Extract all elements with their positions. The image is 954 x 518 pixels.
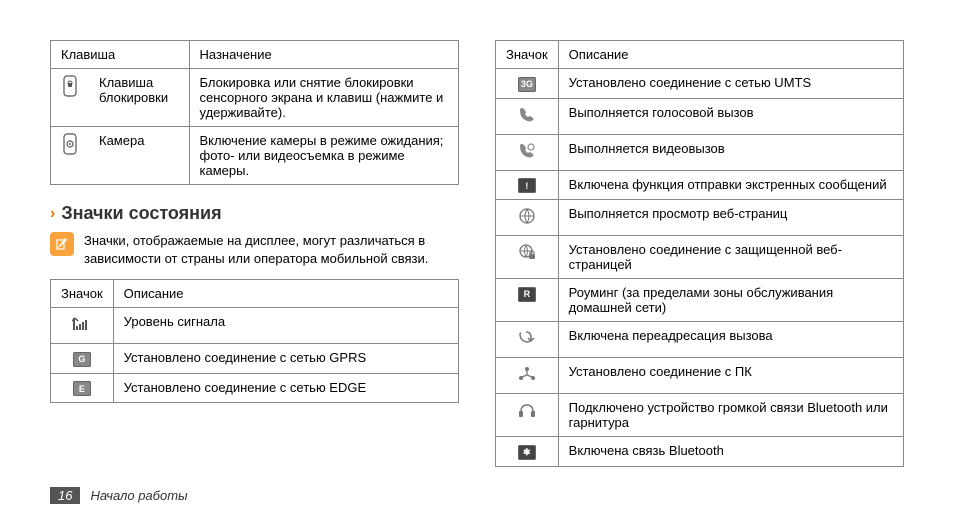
voice-call-icon: [517, 105, 537, 125]
icon-desc: Включена связь Bluetooth: [558, 437, 903, 467]
keys-header-purpose: Назначение: [189, 41, 459, 69]
icon-desc: Включена функция отправки экстренных соо…: [558, 170, 903, 200]
icon-desc: Установлено соединение с сетью GPRS: [113, 344, 458, 374]
icon-desc: Роуминг (за пределами зоны обслуживания …: [558, 279, 903, 322]
keys-table: Клавиша Назначение Клавиша блокировки Бл…: [50, 40, 459, 185]
page-number: 16: [50, 487, 80, 504]
table-row: Камера Включение камеры в режиме ожидани…: [51, 127, 459, 185]
note-text: Значки, отображаемые на дисплее, могут р…: [84, 232, 459, 267]
status-icons-table-right: Значок Описание 3G Установлено соединение…: [495, 40, 904, 467]
signal-icon: [72, 314, 92, 334]
edge-icon: E: [73, 381, 91, 396]
video-call-icon: [517, 141, 537, 161]
icon-desc: Выполняется голосовой вызов: [558, 98, 903, 134]
table-row: Включена переадресация вызова: [496, 322, 904, 358]
icons-header-icon: Значок: [496, 41, 559, 69]
bt-headset-icon: [517, 400, 537, 420]
icon-desc: Установлено соединение с сетью UMTS: [558, 69, 903, 99]
status-icons-table-left: Значок Описание Уровень сигнала G Устано…: [50, 279, 459, 403]
icon-desc: Подключено устройство громкой связи Blue…: [558, 394, 903, 437]
icon-desc: Включена переадресация вызова: [558, 322, 903, 358]
table-row: ! Включена функция отправки экстренных со…: [496, 170, 904, 200]
bluetooth-icon: ✱: [518, 445, 536, 460]
section-heading: › Значки состояния: [50, 203, 459, 224]
table-row: ✱ Включена связь Bluetooth: [496, 437, 904, 467]
footer-label: Начало работы: [90, 488, 187, 503]
table-row: Установлено соединение с ПК: [496, 358, 904, 394]
table-row: R Роуминг (за пределами зоны обслуживания…: [496, 279, 904, 322]
table-row: Выполняется голосовой вызов: [496, 98, 904, 134]
icons-header-desc: Описание: [113, 280, 458, 308]
icons-header-icon: Значок: [51, 280, 114, 308]
table-row: Установлено соединение с защищенной веб-…: [496, 236, 904, 279]
section-title-text: Значки состояния: [61, 203, 221, 224]
table-row: Выполняется просмотр веб-страниц: [496, 200, 904, 236]
table-row: E Установлено соединение с сетью EDGE: [51, 373, 459, 403]
camera-key-icon: [61, 133, 79, 155]
icon-desc: Установлено соединение с сетью EDGE: [113, 373, 458, 403]
key-name: Камера: [89, 127, 189, 185]
sos-icon: !: [518, 178, 536, 193]
table-row: G Установлено соединение с сетью GPRS: [51, 344, 459, 374]
key-name: Клавиша блокировки: [89, 69, 189, 127]
note-block: Значки, отображаемые на дисплее, могут р…: [50, 232, 459, 267]
key-desc: Блокировка или снятие блокировки сенсорн…: [189, 69, 459, 127]
table-row: Выполняется видеовызов: [496, 134, 904, 170]
icon-desc: Установлено соединение с защищенной веб-…: [558, 236, 903, 279]
icon-desc: Выполняется просмотр веб-страниц: [558, 200, 903, 236]
icons-header-desc: Описание: [558, 41, 903, 69]
lock-key-icon: [61, 75, 79, 97]
pc-sync-icon: [517, 364, 537, 384]
page-footer: 16 Начало работы: [50, 487, 188, 504]
3g-icon: 3G: [518, 77, 536, 92]
gprs-icon: G: [73, 352, 91, 367]
roaming-icon: R: [518, 287, 536, 302]
key-desc: Включение камеры в режиме ожидания; фото…: [189, 127, 459, 185]
table-row: 3G Установлено соединение с сетью UMTS: [496, 69, 904, 99]
secure-web-icon: [517, 242, 537, 262]
browsing-icon: [517, 206, 537, 226]
icon-desc: Выполняется видеовызов: [558, 134, 903, 170]
note-icon: [50, 232, 74, 256]
table-row: Подключено устройство громкой связи Blue…: [496, 394, 904, 437]
call-forward-icon: [517, 328, 537, 348]
chevron-icon: ›: [50, 205, 55, 223]
icon-desc: Уровень сигнала: [113, 308, 458, 344]
keys-header-key: Клавиша: [51, 41, 190, 69]
table-row: Уровень сигнала: [51, 308, 459, 344]
table-row: Клавиша блокировки Блокировка или снятие…: [51, 69, 459, 127]
icon-desc: Установлено соединение с ПК: [558, 358, 903, 394]
